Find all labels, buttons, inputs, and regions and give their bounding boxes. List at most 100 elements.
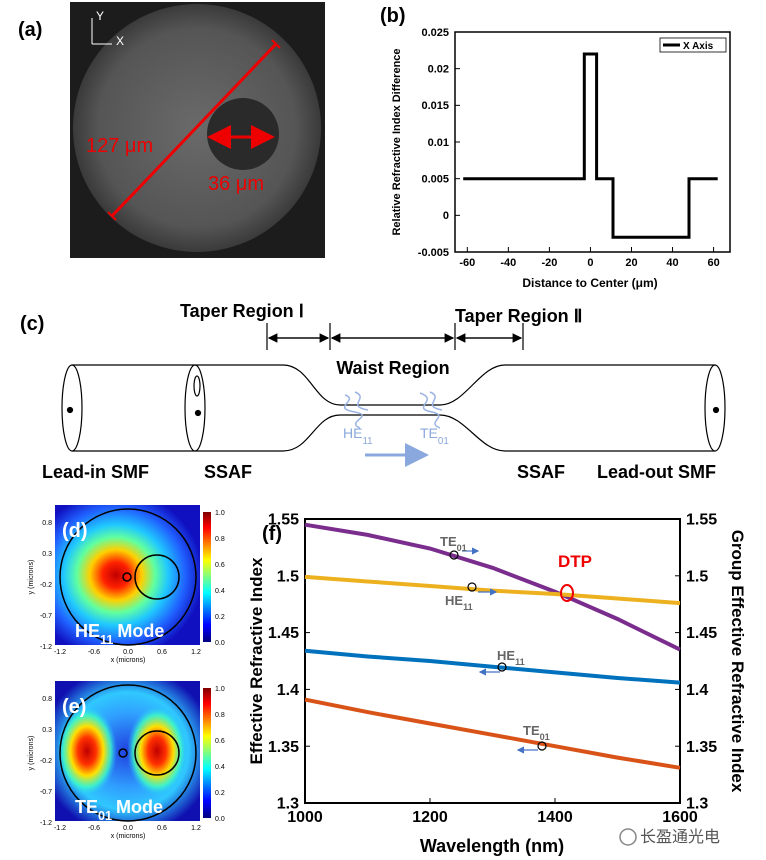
fiber-label: Lead-out SMF [597, 462, 716, 482]
text-part: Mode [117, 621, 164, 641]
y-tick-label: -0.7 [40, 613, 52, 620]
x-tick-label: 1.2 [191, 825, 201, 832]
legend-box [659, 37, 727, 53]
x-tick-label: 0 [587, 257, 593, 269]
colorbar-label: 0.0 [215, 816, 225, 823]
y2-tick-label: 1.5 [686, 568, 708, 585]
y-tick-label: -0.005 [418, 247, 449, 259]
subscript: 01 [540, 732, 550, 742]
y-tick-label: 0.3 [42, 551, 52, 558]
annotation: HE11 [497, 648, 525, 667]
subscript: 01 [438, 436, 449, 447]
x-tick-label: -0.6 [88, 825, 100, 832]
x-tick-label: 0.6 [157, 649, 167, 656]
annotation-marker [449, 550, 459, 560]
x-axis-label: Distance to Center (μm) [522, 276, 657, 290]
panel-label: (b) [380, 5, 406, 27]
y-tick-label: -0.7 [40, 789, 52, 796]
x-tick-label: -1.2 [54, 649, 66, 656]
subscript: 01 [98, 809, 112, 823]
y-tick-label: 1.35 [268, 739, 299, 756]
y-axis-label: y (microns) [28, 736, 35, 771]
colorbar-label: 0.6 [215, 562, 225, 569]
series-line [304, 648, 681, 685]
x-tick-label: 1000 [287, 809, 323, 826]
mode-title: HE11 Mode [75, 621, 164, 647]
annotation-marker [467, 582, 477, 592]
subscript: 11 [515, 657, 525, 667]
x-tick-label: 1400 [537, 809, 573, 826]
subscript: 11 [362, 436, 372, 447]
x-axis-label: x (microns) [111, 833, 146, 840]
y-tick-label: -0.2 [40, 582, 52, 589]
annotation: TE01 [440, 534, 467, 553]
text-part: TE [75, 797, 98, 817]
text-part: TE [523, 723, 540, 738]
panel-label: (d) [62, 520, 88, 542]
colorbar-label: 0.2 [215, 790, 225, 797]
y-tick-label: 0.3 [42, 727, 52, 734]
x-tick-label: 1.2 [191, 649, 201, 656]
y-axis-label: y (microns) [28, 560, 35, 595]
y-tick-label: 1.45 [268, 625, 299, 642]
annotation: HE11 [445, 593, 473, 612]
series-line [304, 522, 681, 652]
series-line [463, 52, 718, 239]
subscript: 11 [100, 633, 113, 647]
subscript: 11 [463, 602, 473, 612]
mode-label: TE01 [420, 425, 449, 447]
colorbar-label: 0.8 [215, 712, 225, 719]
text-part: HE [75, 621, 100, 641]
x-tick-label: 0.6 [157, 825, 167, 832]
x-tick-label: -60 [459, 257, 475, 269]
y-tick-label: 0.015 [421, 100, 449, 112]
x-tick-label: 0.0 [123, 825, 133, 832]
y-tick-label: -1.2 [40, 820, 52, 827]
x-tick-label: 60 [707, 257, 719, 269]
watermark: 长盈通光电 [640, 828, 720, 846]
series-line [304, 697, 681, 770]
dimension-label: 36 μm [208, 173, 264, 195]
y-tick-label: 0.8 [42, 520, 52, 527]
y-axis-label: Relative Refractive Index Difference [391, 48, 403, 235]
y-tick-label: 1.3 [277, 796, 299, 813]
x-tick-label: -0.6 [88, 649, 100, 656]
y-tick-label: 0.025 [421, 27, 449, 39]
y2-tick-label: 1.4 [686, 682, 708, 699]
annotation-marker [497, 662, 507, 672]
axis-letter: Y [96, 9, 104, 23]
y2-tick-label: 1.55 [686, 512, 717, 529]
region-label: Waist Region [336, 358, 449, 378]
text-part: Mode [116, 797, 163, 817]
annotation-marker [537, 741, 547, 751]
panel-label: (a) [18, 19, 42, 41]
y-tick-label: 0.02 [428, 64, 449, 76]
series-line [304, 574, 681, 606]
mode-map [55, 505, 211, 646]
region-label: Taper Region Ⅱ [455, 306, 583, 326]
x-tick-label: -20 [541, 257, 557, 269]
panel-label: (e) [62, 696, 86, 718]
colorbar-label: 0.0 [215, 640, 225, 647]
x-tick-label: 1600 [662, 809, 698, 826]
fiber-label: Lead-in SMF [42, 462, 149, 482]
fiber-image [70, 2, 325, 258]
y-tick-label: 0.005 [421, 174, 449, 186]
annotation: DTP [558, 552, 592, 571]
y-tick-label: -1.2 [40, 644, 52, 651]
colorbar-label: 0.2 [215, 614, 225, 621]
legend: X Axis [659, 37, 727, 53]
y2-tick-label: 1.35 [686, 739, 717, 756]
annotation-marker [560, 584, 574, 602]
y-axis-label: Effective Refractive Index [247, 557, 266, 764]
mode-map [55, 681, 211, 822]
region-label: Taper Region Ⅰ [180, 301, 304, 321]
colorbar-label: 0.6 [215, 738, 225, 745]
y2-tick-label: 1.3 [686, 796, 708, 813]
mode-label: HE11 [343, 425, 373, 447]
x-tick-label: -40 [500, 257, 516, 269]
annotation: TE01 [523, 723, 550, 742]
y2-tick-label: 1.45 [686, 625, 717, 642]
x-tick-label: -1.2 [54, 825, 66, 832]
